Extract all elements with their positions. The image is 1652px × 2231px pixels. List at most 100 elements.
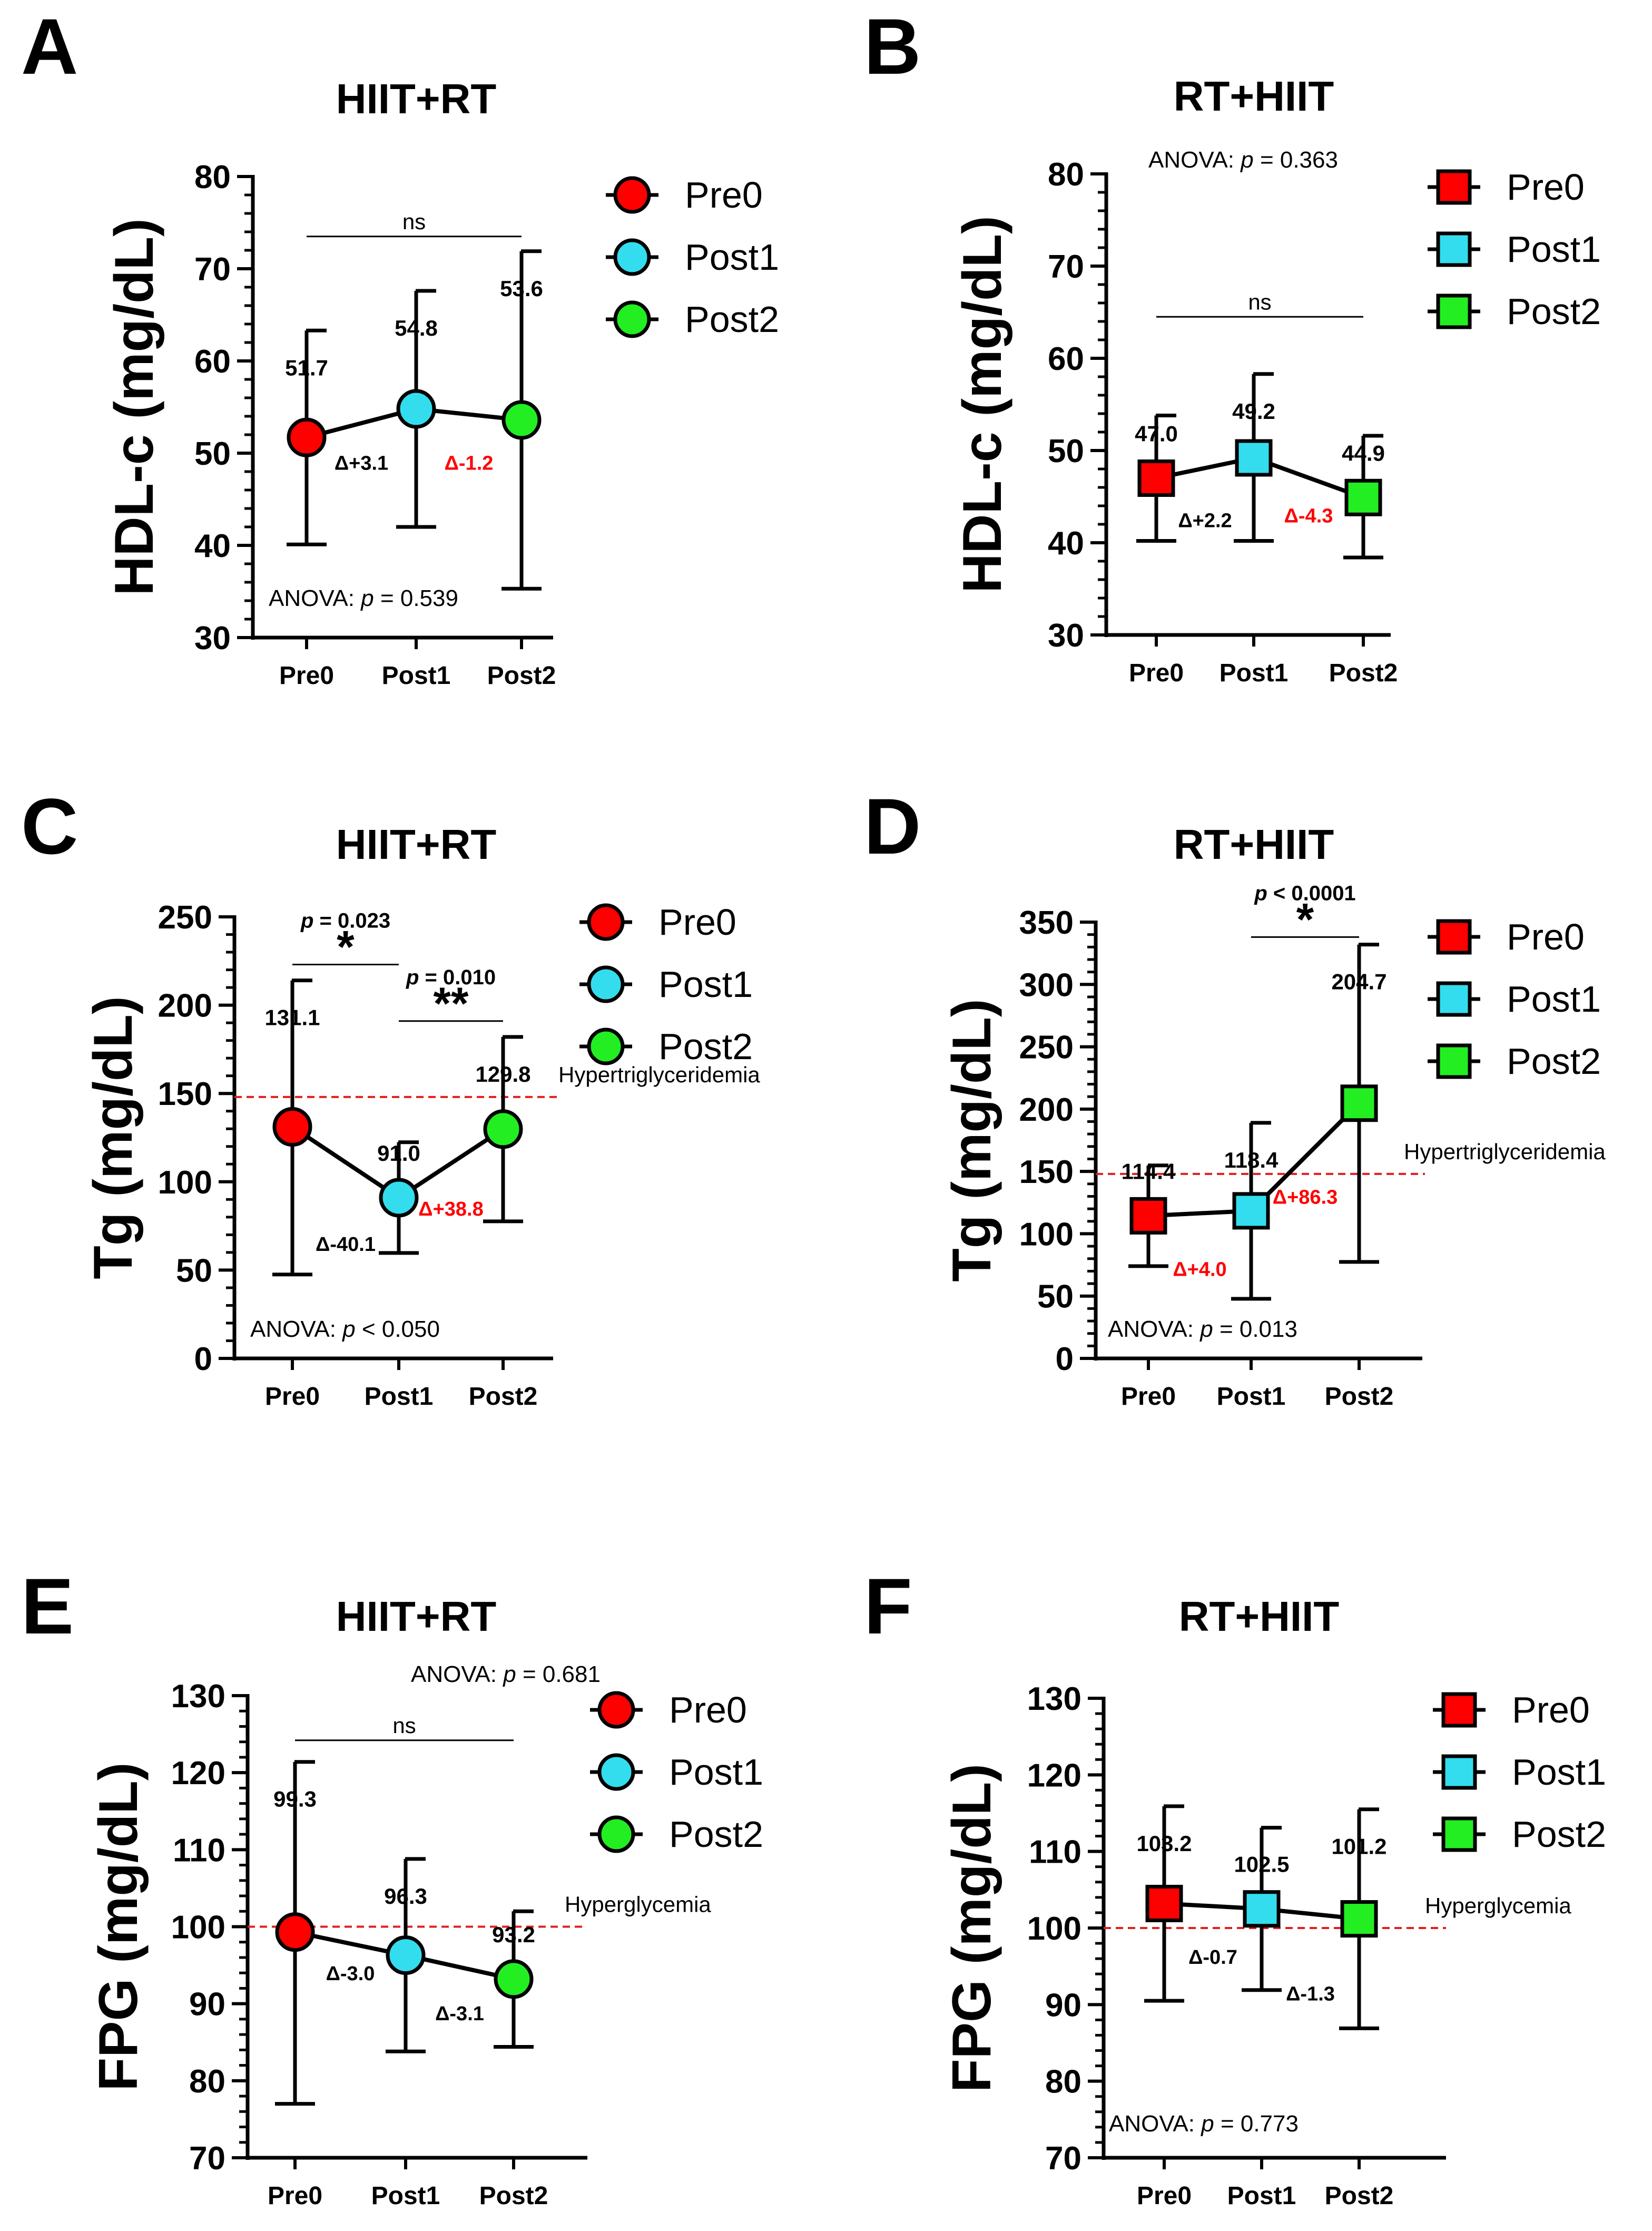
significance-p-value: p = 0.010 [406,966,496,989]
anova-annotation: ANOVA: p = 0.681 [411,1661,601,1687]
delta-label: Δ+4.0 [1173,1259,1226,1281]
anova-suffix: = 0.773 [1214,2111,1299,2137]
y-tick-label: 80 [194,159,231,195]
legend-marker [1436,1043,1472,1079]
value-label: 103.2 [1136,1831,1192,1856]
panel-letter: D [864,782,921,870]
significance-p-value-value: = 0.010 [419,966,496,989]
anova-suffix: < 0.050 [356,1316,440,1342]
legend-label: Post1 [669,1751,763,1793]
delta-label: Δ-0.7 [1188,1946,1237,1969]
legend-marker [1441,1754,1477,1790]
value-label: 102.5 [1234,1852,1289,1877]
anova-p: p [360,585,373,611]
x-tick-label: Post1 [371,2182,440,2210]
chart-title: HIIT+RT [336,1593,497,1640]
y-tick-label: 0 [194,1341,212,1377]
y-axis-label: HDL-c (mg/dL) [952,216,1013,593]
anova-prefix: ANOVA: [250,1316,342,1342]
y-tick-label: 250 [1019,1030,1074,1066]
y-tick-label: 120 [171,1755,225,1792]
legend-label: Post2 [1507,291,1601,332]
significance-p-value-value: < 0.0001 [1267,882,1356,905]
y-tick-label: 70 [1045,2140,1081,2177]
legend-label: Post2 [669,1814,763,1855]
legend-marker [587,965,625,1003]
value-label: 129.8 [475,1062,530,1087]
y-tick-label: 50 [176,1253,212,1289]
significance-p-value: p = 0.023 [300,909,390,933]
anova-suffix: = 0.681 [516,1661,601,1687]
panel-letter: F [864,1562,912,1650]
legend-marker [1436,231,1472,267]
data-point-post2 [502,400,542,440]
y-tick-label: 90 [189,1987,225,2023]
anova-annotation: ANOVA: p < 0.050 [250,1316,440,1342]
x-tick-label: Pre0 [279,662,334,690]
chart-title: RT+HIIT [1174,821,1334,868]
panel-letter: C [21,782,78,870]
y-tick-label: 250 [158,899,212,936]
y-axis-label: HDL-c (mg/dL) [104,218,165,595]
x-tick-label: Post2 [469,1383,538,1411]
significance-p-value-p: p [406,966,419,989]
y-axis-label: FPG (mg/dL) [941,1764,1002,2092]
value-label: 49.2 [1232,399,1275,424]
legend-label: Pre0 [1512,1689,1590,1730]
x-tick-label: Pre0 [265,1383,320,1411]
legend-label: Post2 [658,1026,753,1067]
data-point-pre0 [287,417,327,457]
panel-f: F RT+HIIT FPG (mg/dL) 70 80 90 100 110 120 130 Pre… [864,1562,1606,2210]
y-tick-label: 0 [1056,1341,1074,1377]
data-point-post2 [483,1109,523,1149]
anova-suffix: = 0.539 [374,585,458,611]
legend-marker [613,176,651,214]
value-label: 54.8 [395,316,438,340]
panel-b: B RT+HIIT HDL-c (mg/dL) 30 40 50 60 70 80 Pre0 Pos… [864,2,1601,687]
anova-suffix: = 0.363 [1254,147,1338,173]
legend-marker [1441,1816,1477,1852]
x-tick-label: Post2 [479,2182,548,2210]
data-point-pre0 [272,1107,312,1147]
x-tick-label: Post2 [487,662,556,690]
threshold-label: Hyperglycemia [565,1892,711,1917]
delta-label: Δ+86.3 [1273,1186,1338,1208]
legend-marker [1436,169,1472,205]
legend-label: Pre0 [669,1689,747,1730]
legend-marker [597,1815,635,1853]
legend-label: Post2 [1512,1814,1606,1855]
y-tick-label: 200 [158,988,212,1024]
anova-p: p [1240,147,1253,173]
legend-label: Pre0 [685,174,763,216]
y-tick-label: 100 [1027,1911,1081,1947]
x-tick-label: Post1 [1217,1383,1286,1411]
legend-marker [613,238,651,276]
delta-label: Δ-40.1 [316,1234,376,1256]
legend-marker [587,903,625,941]
threshold-label: Hyperglycemia [1425,1893,1571,1918]
y-tick-label: 80 [1048,156,1084,193]
anova-annotation: ANOVA: p = 0.539 [269,585,458,611]
legend-label: Pre0 [658,902,736,943]
value-label: 93.2 [492,1922,535,1947]
legend-label: Pre0 [1507,916,1585,957]
y-tick-label: 90 [1045,1987,1081,2023]
x-tick-label: Pre0 [1137,2182,1192,2210]
y-tick-label: 40 [1048,525,1084,562]
x-tick-label: Pre0 [1121,1383,1176,1411]
legend-marker [1441,1692,1477,1728]
panel-a: A HIIT+RT HDL-c (mg/dL) 30 40 50 60 70 80 Pre0 Pos… [21,2,779,690]
significance-mark: ns [1248,289,1271,314]
y-tick-label: 50 [1037,1279,1074,1315]
legend-label: Post2 [685,299,779,340]
y-tick-label: 80 [1045,2064,1081,2100]
anova-p: p [502,1661,516,1687]
panel-e: E HIIT+RT FPG (mg/dL) 70 80 90 100 110 120 130 Pre… [21,1562,763,2210]
legend-marker [587,1028,625,1065]
significance-mark: ns [392,1713,416,1738]
x-tick-label: Post1 [1227,2182,1296,2210]
y-tick-label: 30 [194,620,231,657]
y-tick-label: 50 [1048,433,1084,469]
y-tick-label: 110 [1029,1834,1081,1871]
